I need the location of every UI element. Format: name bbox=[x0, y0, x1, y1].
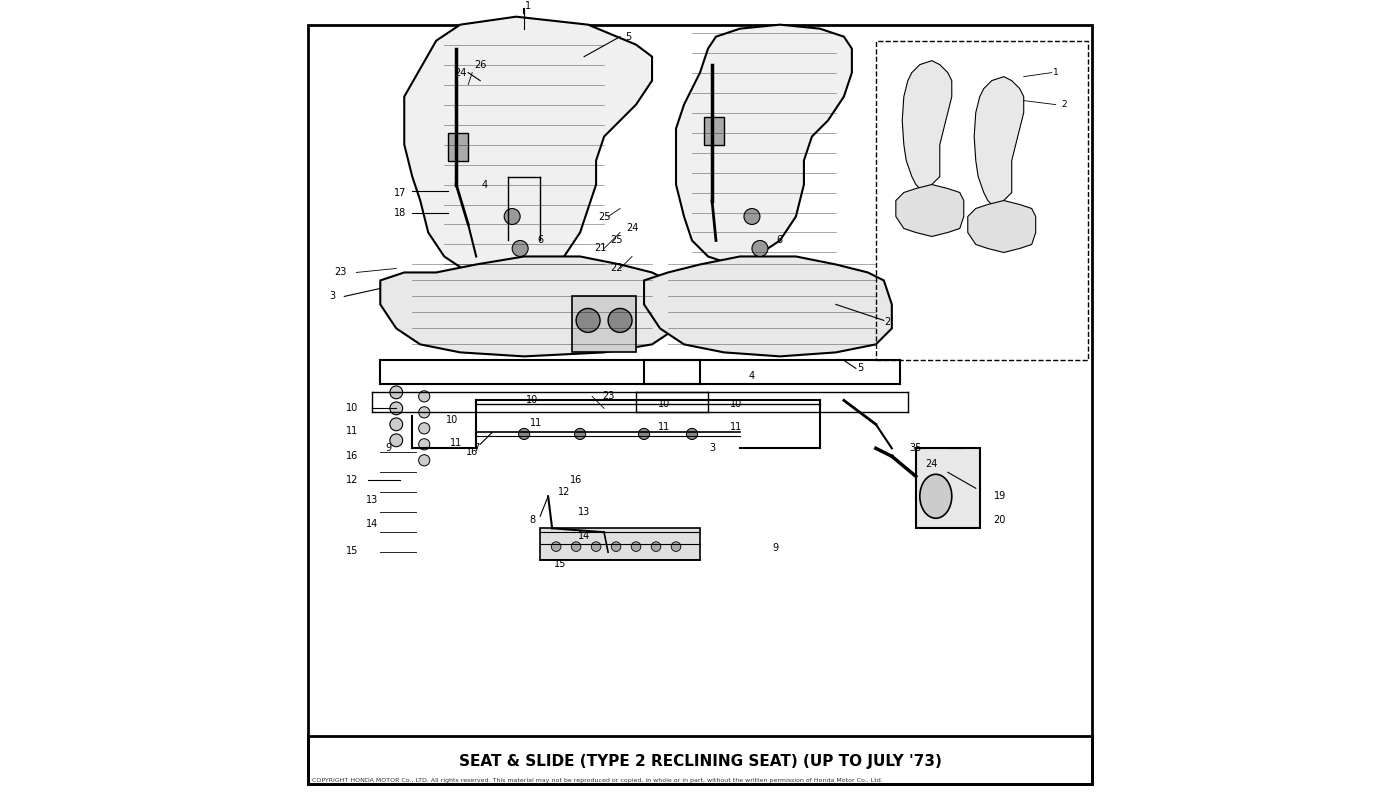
Text: 15: 15 bbox=[554, 559, 567, 570]
Text: 17: 17 bbox=[393, 187, 406, 198]
Ellipse shape bbox=[920, 474, 952, 518]
Polygon shape bbox=[381, 257, 676, 356]
Text: SEAT & SLIDE (TYPE 2 RECLINING SEAT) (UP TO JULY '73): SEAT & SLIDE (TYPE 2 RECLINING SEAT) (UP… bbox=[459, 754, 941, 769]
Text: 24: 24 bbox=[925, 459, 938, 470]
Text: 2: 2 bbox=[1061, 100, 1067, 109]
Text: 6: 6 bbox=[777, 235, 783, 246]
Circle shape bbox=[651, 542, 661, 551]
Bar bbox=[540, 528, 700, 560]
Text: 24: 24 bbox=[454, 68, 466, 78]
Text: 9: 9 bbox=[773, 543, 778, 554]
Text: 6: 6 bbox=[538, 235, 543, 246]
Text: 10: 10 bbox=[658, 399, 671, 410]
Text: 13: 13 bbox=[578, 507, 591, 518]
Circle shape bbox=[612, 542, 620, 551]
Polygon shape bbox=[405, 17, 652, 281]
Circle shape bbox=[389, 418, 403, 430]
Bar bbox=[573, 297, 636, 352]
Text: 16: 16 bbox=[570, 475, 582, 486]
Circle shape bbox=[419, 438, 430, 450]
Text: 14: 14 bbox=[367, 519, 378, 530]
Polygon shape bbox=[644, 257, 892, 356]
Bar bbox=[916, 448, 980, 528]
Text: 11: 11 bbox=[449, 438, 462, 448]
Text: 3: 3 bbox=[708, 443, 715, 454]
Text: 14: 14 bbox=[578, 531, 591, 542]
Bar bbox=[704, 117, 724, 145]
Text: 35: 35 bbox=[910, 443, 923, 454]
Circle shape bbox=[389, 434, 403, 446]
Circle shape bbox=[512, 241, 528, 257]
Text: 10: 10 bbox=[729, 399, 742, 410]
Text: 10: 10 bbox=[447, 415, 458, 426]
Circle shape bbox=[752, 241, 769, 257]
Text: 5: 5 bbox=[624, 32, 631, 42]
Polygon shape bbox=[676, 25, 851, 265]
Circle shape bbox=[638, 428, 650, 439]
Text: 3: 3 bbox=[329, 291, 336, 302]
Text: 25: 25 bbox=[610, 235, 623, 246]
Text: 12: 12 bbox=[346, 475, 358, 486]
Text: 4: 4 bbox=[749, 371, 755, 382]
Text: 25: 25 bbox=[598, 211, 610, 222]
Circle shape bbox=[419, 390, 430, 402]
Circle shape bbox=[552, 542, 561, 551]
Text: 8: 8 bbox=[529, 515, 535, 526]
Text: 10: 10 bbox=[526, 395, 538, 406]
Text: 1: 1 bbox=[525, 2, 531, 11]
Text: 24: 24 bbox=[626, 223, 638, 234]
Circle shape bbox=[631, 542, 641, 551]
Circle shape bbox=[389, 402, 403, 414]
Circle shape bbox=[574, 428, 585, 439]
Bar bbox=[448, 133, 468, 161]
Text: 11: 11 bbox=[531, 418, 542, 428]
Circle shape bbox=[504, 209, 521, 225]
Text: 20: 20 bbox=[994, 515, 1007, 526]
Text: 11: 11 bbox=[729, 422, 742, 432]
Text: 5: 5 bbox=[857, 363, 862, 374]
Bar bbox=[308, 736, 1092, 784]
Polygon shape bbox=[902, 61, 952, 193]
Circle shape bbox=[571, 542, 581, 551]
Circle shape bbox=[577, 309, 601, 333]
Circle shape bbox=[419, 422, 430, 434]
Text: 16: 16 bbox=[466, 447, 479, 458]
Text: 9: 9 bbox=[385, 443, 392, 454]
Text: 10: 10 bbox=[346, 403, 358, 414]
Circle shape bbox=[686, 428, 697, 439]
Circle shape bbox=[518, 428, 529, 439]
Text: 11: 11 bbox=[658, 422, 671, 432]
Circle shape bbox=[419, 406, 430, 418]
Text: 4: 4 bbox=[482, 179, 487, 190]
Circle shape bbox=[389, 386, 403, 398]
Circle shape bbox=[743, 209, 760, 225]
Circle shape bbox=[671, 542, 680, 551]
Circle shape bbox=[591, 542, 601, 551]
Text: 18: 18 bbox=[395, 207, 406, 218]
Polygon shape bbox=[967, 201, 1036, 253]
Text: 22: 22 bbox=[610, 263, 623, 274]
Text: 23: 23 bbox=[602, 391, 615, 402]
Text: 23: 23 bbox=[335, 267, 346, 278]
Text: 21: 21 bbox=[594, 243, 606, 254]
Text: 12: 12 bbox=[559, 487, 570, 498]
Text: 7: 7 bbox=[473, 443, 479, 454]
Circle shape bbox=[419, 454, 430, 466]
Text: 2: 2 bbox=[885, 317, 890, 327]
Text: COPYRIGHT HONDA MOTOR Co., LTD. All rights reserved. This material may not be re: COPYRIGHT HONDA MOTOR Co., LTD. All righ… bbox=[312, 778, 883, 782]
Text: 11: 11 bbox=[346, 426, 358, 436]
Bar bbox=[876, 41, 1088, 360]
Text: 13: 13 bbox=[367, 495, 378, 506]
Text: 19: 19 bbox=[994, 491, 1005, 502]
Text: 16: 16 bbox=[346, 451, 358, 462]
Polygon shape bbox=[974, 77, 1023, 209]
Text: 1: 1 bbox=[1053, 68, 1058, 77]
Text: 15: 15 bbox=[346, 546, 358, 556]
Polygon shape bbox=[896, 185, 963, 237]
Circle shape bbox=[608, 309, 631, 333]
Text: 26: 26 bbox=[475, 60, 486, 70]
